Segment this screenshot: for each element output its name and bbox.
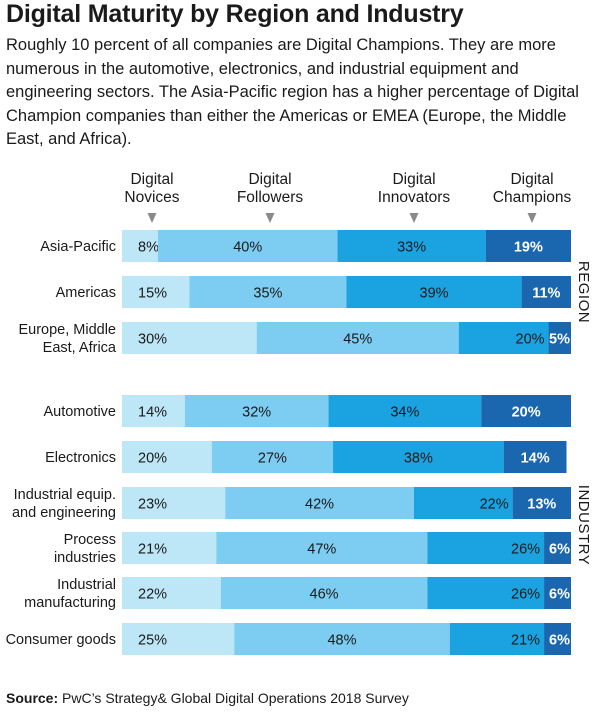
category-label-process-industries: Process industries: [54, 532, 116, 566]
category-label-industrial-manufacturing: Industrial manufacturing: [24, 577, 116, 611]
bar-asia-pacific-digital-novices: [122, 230, 158, 262]
bar-process-industries-digital-novices: [122, 532, 217, 564]
legend-label-digital-innovators: Digital Innovators: [378, 171, 451, 206]
bar-industrial-equip-and-engineering-digital-novices: [122, 487, 226, 519]
source-note: Source: PwC’s Strategy& Global Digital O…: [6, 690, 409, 706]
bar-europe-middle-east-africa-digital-champions: [548, 322, 571, 354]
data-label-electronics-digital-followers: 27%: [258, 451, 287, 467]
category-label-asia-pacific: Asia-Pacific: [40, 239, 116, 255]
chart-subtitle: Roughly 10 percent of all companies are …: [6, 36, 579, 148]
category-label-europe-middle-east-africa: Europe, Middle East, Africa: [18, 322, 116, 356]
bar-electronics-digital-champions: [503, 441, 567, 473]
data-label-automotive-digital-innovators: 34%: [390, 405, 419, 421]
bar-americas-digital-novices: [122, 276, 190, 308]
data-label-automotive-digital-followers: 32%: [242, 405, 271, 421]
bar-americas-digital-followers: [189, 276, 347, 308]
bar-electronics-digital-novices: [122, 441, 212, 473]
bar-industrial-equip-and-engineering-digital-innovators: [413, 487, 513, 519]
data-label-consumer-goods-digital-champions: 6%: [549, 633, 570, 649]
bar-consumer-goods-digital-champions: [544, 623, 571, 655]
legend-arrow-icon: [409, 213, 419, 223]
data-label-asia-pacific-digital-champions: 19%: [514, 240, 543, 256]
data-label-americas-digital-novices: 15%: [138, 286, 167, 302]
bar-asia-pacific-digital-champions: [485, 230, 571, 262]
legend-arrow-icon: [265, 213, 275, 223]
data-label-electronics-digital-novices: 20%: [138, 451, 167, 467]
bar-industrial-manufacturing-digital-champions: [544, 577, 571, 609]
source-label: Source:: [6, 690, 59, 706]
bar-europe-middle-east-africa-digital-novices: [122, 322, 257, 354]
bar-asia-pacific-digital-followers: [157, 230, 338, 262]
data-label-industrial-equip-and-engineering-digital-followers: 42%: [305, 497, 334, 513]
data-label-electronics-digital-champions: 14%: [521, 451, 550, 467]
data-label-industrial-equip-and-engineering-digital-innovators: 22%: [480, 497, 509, 513]
bar-automotive-digital-innovators: [328, 395, 482, 427]
category-label-consumer-goods: Consumer goods: [6, 632, 116, 648]
data-label-automotive-digital-champions: 20%: [512, 405, 541, 421]
data-label-industrial-manufacturing-digital-novices: 22%: [138, 587, 167, 603]
bar-americas-digital-champions: [521, 276, 571, 308]
bar-industrial-manufacturing-digital-innovators: [427, 577, 545, 609]
data-label-process-industries-digital-innovators: 26%: [511, 542, 540, 558]
data-label-americas-digital-innovators: 39%: [420, 286, 449, 302]
group-label-industry: INDUSTRY: [575, 485, 592, 565]
data-label-europe-middle-east-africa-digital-followers: 45%: [343, 332, 372, 348]
data-label-asia-pacific-digital-innovators: 33%: [397, 240, 426, 256]
data-label-process-industries-digital-champions: 6%: [549, 542, 570, 558]
data-label-americas-digital-champions: 11%: [532, 286, 560, 302]
data-label-industrial-manufacturing-digital-innovators: 26%: [511, 587, 540, 603]
bar-electronics-digital-followers: [211, 441, 334, 473]
legend-label-digital-followers: Digital Followers: [237, 171, 304, 206]
data-label-americas-digital-followers: 35%: [253, 286, 282, 302]
category-label-industrial-equip-and-engineering: Industrial equip. and engineering: [12, 487, 116, 521]
bar-europe-middle-east-africa-digital-followers: [256, 322, 459, 354]
bar-consumer-goods-digital-innovators: [449, 623, 545, 655]
bar-process-industries-digital-followers: [216, 532, 428, 564]
bar-asia-pacific-digital-innovators: [337, 230, 486, 262]
data-label-europe-middle-east-africa-digital-innovators: 20%: [516, 332, 545, 348]
data-label-consumer-goods-digital-innovators: 21%: [511, 633, 540, 649]
legend-label-digital-champions: Digital Champions: [493, 171, 572, 206]
data-label-europe-middle-east-africa-digital-novices: 30%: [138, 332, 167, 348]
bar-industrial-equip-and-engineering-digital-champions: [512, 487, 571, 519]
legend-arrow-icon: [147, 213, 157, 223]
data-label-consumer-goods-digital-followers: 48%: [327, 633, 356, 649]
bar-automotive-digital-followers: [184, 395, 329, 427]
bar-europe-middle-east-africa-digital-innovators: [458, 322, 549, 354]
bar-industrial-manufacturing-digital-novices: [122, 577, 221, 609]
data-label-asia-pacific-digital-novices: 8%: [138, 240, 159, 256]
category-label-electronics: Electronics: [45, 450, 116, 466]
bar-industrial-manufacturing-digital-followers: [220, 577, 428, 609]
data-label-electronics-digital-innovators: 38%: [404, 451, 433, 467]
bar-automotive-digital-champions: [481, 395, 571, 427]
data-label-consumer-goods-digital-novices: 25%: [138, 633, 167, 649]
category-label-automotive: Automotive: [43, 404, 116, 420]
chart-title: Digital Maturity by Region and Industry: [6, 0, 464, 28]
data-label-industrial-manufacturing-digital-champions: 6%: [549, 587, 570, 603]
data-label-asia-pacific-digital-followers: 40%: [233, 240, 262, 256]
bar-process-industries-digital-champions: [544, 532, 571, 564]
legend-arrow-icon: [527, 213, 537, 223]
data-label-industrial-equip-and-engineering-digital-champions: 13%: [527, 497, 556, 513]
source-text: PwC’s Strategy& Global Digital Operation…: [62, 690, 409, 706]
bar-consumer-goods-digital-novices: [122, 623, 235, 655]
bar-process-industries-digital-innovators: [427, 532, 545, 564]
data-label-europe-middle-east-africa-digital-champions: 5%: [549, 332, 570, 348]
data-label-automotive-digital-novices: 14%: [138, 405, 167, 421]
data-label-process-industries-digital-novices: 21%: [138, 542, 167, 558]
group-label-region: REGION: [575, 261, 592, 323]
bar-automotive-digital-novices: [122, 395, 185, 427]
legend-label-digital-novices: Digital Novices: [124, 171, 179, 206]
data-label-industrial-equip-and-engineering-digital-novices: 23%: [138, 497, 167, 513]
category-label-americas: Americas: [56, 285, 116, 301]
data-label-industrial-manufacturing-digital-followers: 46%: [310, 587, 339, 603]
data-label-process-industries-digital-followers: 47%: [307, 542, 336, 558]
bar-consumer-goods-digital-followers: [234, 623, 450, 655]
bar-americas-digital-innovators: [346, 276, 522, 308]
bar-electronics-digital-innovators: [333, 441, 504, 473]
bar-industrial-equip-and-engineering-digital-followers: [225, 487, 414, 519]
